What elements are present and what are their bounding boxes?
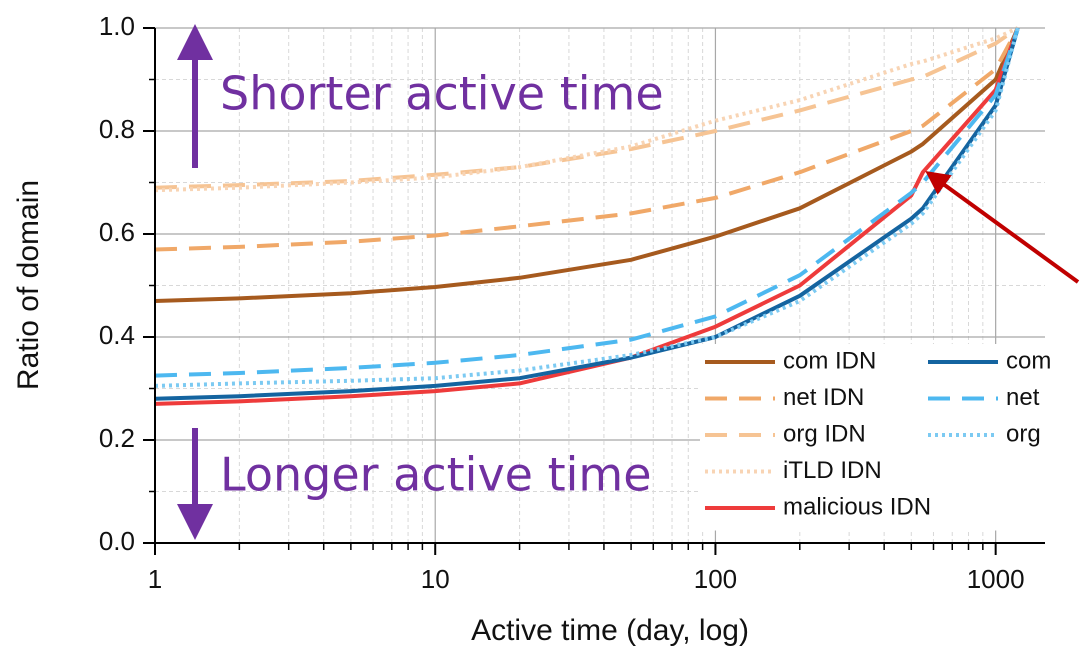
series-line — [154, 27, 1020, 406]
pointer-arrow — [925, 170, 1080, 284]
legend-label: com — [1006, 347, 1051, 374]
annotation: Longer active time — [220, 448, 652, 502]
series-line — [154, 27, 1020, 388]
x-tick-label: 10 — [421, 564, 450, 594]
y-tick-label: 1.0 — [99, 11, 135, 41]
legend-label: iTLD IDN — [783, 457, 882, 484]
y-axis-label: Ratio of domain — [12, 180, 45, 390]
x-tick-label: 1000 — [967, 564, 1025, 594]
y-tick-label: 0.8 — [99, 114, 135, 144]
y-tick-label: 0.2 — [99, 423, 135, 453]
legend-label: net — [1006, 384, 1040, 411]
legend-label: malicious IDN — [783, 493, 931, 520]
x-axis-label: Active time (day, log) — [471, 614, 749, 647]
legend-label: com IDN — [783, 347, 876, 374]
series-line — [154, 27, 1020, 378]
legend-label: org — [1006, 420, 1041, 447]
series-line — [154, 27, 1020, 252]
y-tick-label: 0.6 — [99, 217, 135, 247]
x-tick-label: 100 — [694, 564, 737, 594]
lines — [154, 26, 1020, 406]
y-tick-label: 0.4 — [99, 320, 135, 350]
legend-label: org IDN — [783, 420, 866, 447]
legend: com IDN net IDN org IDN iTLD IDN malicious I… — [700, 344, 1080, 531]
series-line — [154, 27, 1020, 303]
y-tick-label: 0.0 — [99, 526, 135, 556]
legend-label: net IDN — [783, 384, 864, 411]
series-line — [154, 26, 1019, 193]
x-tick-label: 1 — [148, 564, 162, 594]
legend-background — [700, 344, 1080, 531]
axes: 1 10 100 1000 0.0 0.2 0.4 0.6 0.8 1.0 — [99, 11, 1045, 594]
annotation: Shorter active time — [220, 67, 664, 121]
